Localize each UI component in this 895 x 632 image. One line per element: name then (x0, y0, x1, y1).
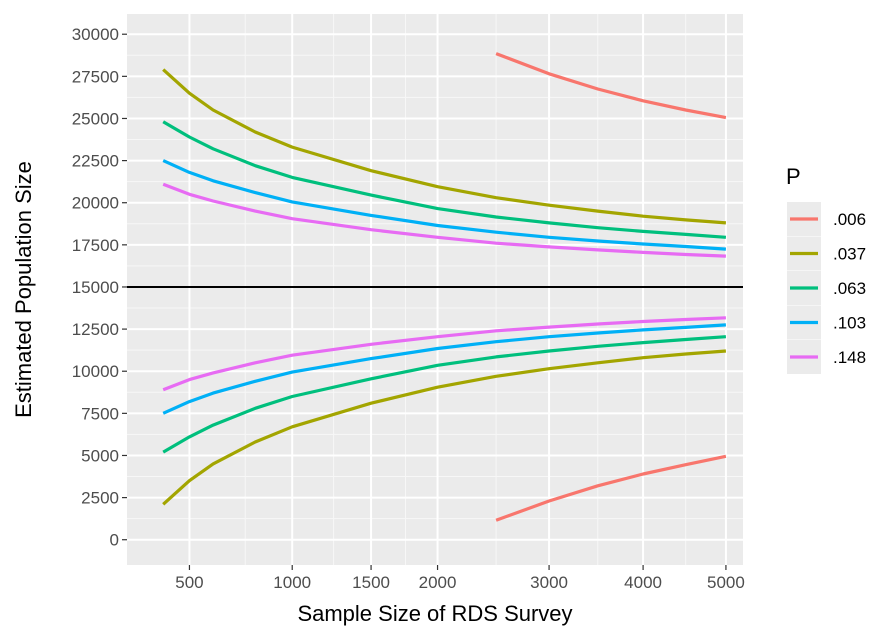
series-line-lower (162, 323, 726, 415)
y-tick-label: 0 (110, 531, 119, 550)
y-tick-label: 22500 (72, 152, 119, 171)
x-tick-label: 3000 (530, 573, 568, 592)
legend-label: .103 (833, 314, 866, 333)
legend-title: P (786, 164, 801, 189)
x-axis-title: Sample Size of RDS Survey (297, 601, 572, 626)
series-line-upper (495, 52, 727, 120)
x-tick-label: 500 (175, 573, 203, 592)
series-line-upper (162, 182, 726, 258)
y-tick-label: 25000 (72, 109, 119, 128)
plot-panel (127, 14, 743, 565)
y-tick-label: 17500 (72, 236, 119, 255)
grid-major (127, 14, 743, 565)
x-tick-label: 1500 (352, 573, 390, 592)
x-tick-label: 2000 (419, 573, 457, 592)
y-tick-label: 5000 (81, 446, 119, 465)
legend-label: .063 (833, 279, 866, 298)
legend-label: .037 (833, 245, 866, 264)
x-tick-label: 5000 (707, 573, 745, 592)
y-tick-label: 10000 (72, 362, 119, 381)
series-line-lower (162, 349, 727, 506)
series-line-upper (162, 120, 727, 239)
y-tick-label: 12500 (72, 320, 119, 339)
series-line-lower (495, 454, 727, 522)
series-line-lower (162, 335, 727, 454)
series-line-upper (162, 68, 727, 225)
y-tick-label: 7500 (81, 404, 119, 423)
y-tick-label: 30000 (72, 25, 119, 44)
y-tick-label: 15000 (72, 278, 119, 297)
y-axis: 0 2500 5000 7500 10000 12500 15000 17500 20000 22… (72, 25, 127, 550)
y-tick-label: 2500 (81, 489, 119, 508)
legend-label: .006 (833, 210, 866, 229)
legend: P .006 .037 .063 .103 .148 (786, 164, 866, 374)
y-axis-title: Estimated Population Size (11, 161, 36, 418)
series-line-lower (162, 316, 726, 392)
x-tick-label: 4000 (624, 573, 662, 592)
legend-label: .148 (833, 348, 866, 367)
x-axis: 500 1000 1500 2000 3000 4000 5000 (175, 565, 745, 592)
series-lines (162, 52, 727, 522)
y-tick-label: 20000 (72, 194, 119, 213)
series-line-upper (162, 159, 727, 251)
y-tick-label: 27500 (72, 67, 119, 86)
x-tick-label: 1000 (273, 573, 311, 592)
